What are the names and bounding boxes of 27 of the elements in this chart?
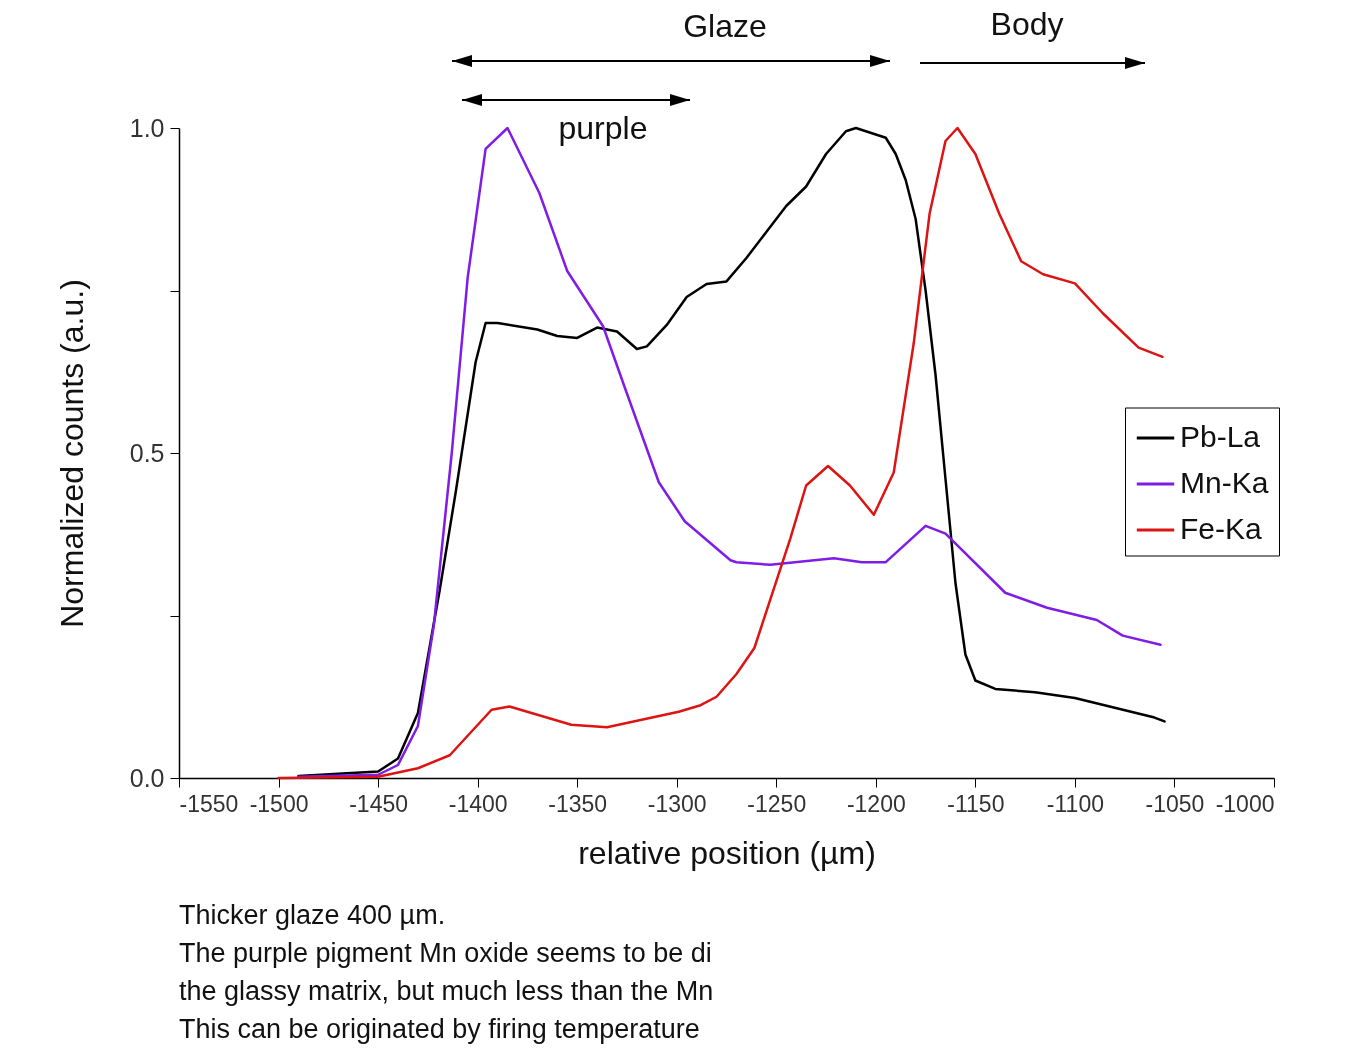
x-tick-label: -1300 [647,790,707,817]
legend-label: Mn-Ka [1180,466,1269,499]
text: the glassy matrix, but much less than the Mn [179,976,714,1007]
annotation: purple [558,110,648,147]
x-tick-label: -1250 [747,790,807,817]
text: Body [990,6,1064,43]
legend-label: Pb-La [1180,420,1261,453]
legend-label: Fe-Ka [1180,512,1263,545]
x-tick-label: -1150 [947,790,1005,817]
x-tick-label: -1450 [349,790,408,817]
y-axis-title: Normalized counts (a.u.) [53,279,90,628]
x-tick-label: -1500 [249,790,309,817]
text: The purple pigment Mn oxide seems to be di [179,938,712,969]
y-tick-label: 0.0 [129,763,165,792]
text: Glaze [683,8,767,45]
x-tick-label: -1200 [846,790,906,817]
x-tick-label: -1100 [1046,790,1104,817]
text: This can be originated by firing temperature [179,1014,700,1045]
x-tick-label: -1350 [548,790,608,817]
x-axis-title: relative position (µm) [578,834,876,871]
text: Thicker glaze 400 µm. [179,900,446,931]
x-tick-label: -1050 [1145,790,1205,817]
x-tick-label: -1400 [448,790,508,817]
y-tick-label: 0.5 [129,438,165,467]
x-tick-label: -1000 [1215,790,1275,817]
y-tick-label: 1.0 [129,113,165,142]
x-tick-label: -1550 [179,790,239,817]
